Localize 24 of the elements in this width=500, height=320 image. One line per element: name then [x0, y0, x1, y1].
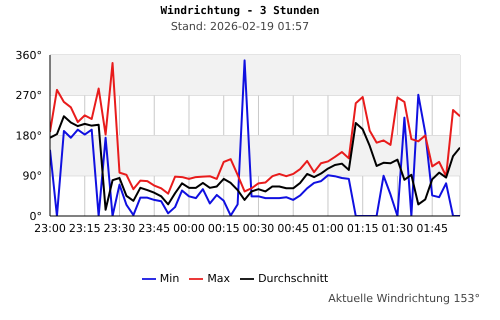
x-tick-label: 23:15: [68, 222, 101, 235]
legend-label: Min: [160, 272, 180, 286]
x-tick-label: 23:30: [104, 222, 136, 235]
y-tick-label: 90°: [22, 170, 42, 183]
x-tick-label: 00:15: [208, 222, 240, 235]
legend-label: Max: [207, 272, 230, 286]
chart-subtitle: Stand: 2026-02-19 01:57: [170, 20, 310, 33]
y-tick-label: 0°: [30, 210, 42, 223]
x-tick-label: 01:15: [346, 222, 379, 235]
chart-title: Windrichtung - 3 Stunden: [160, 4, 320, 17]
y-tick-label: 360°: [16, 48, 42, 62]
legend-label: Durchschnitt: [258, 272, 328, 286]
x-tick-label: 23:45: [138, 222, 170, 235]
x-tick-label: 23:00: [34, 222, 66, 235]
y-tick-label: 270°: [16, 89, 42, 102]
x-tick-label: 00:00: [173, 222, 205, 235]
x-tick-label: 01:30: [382, 222, 414, 235]
x-tick-label: 01:00: [312, 222, 344, 235]
line-series: [50, 62, 460, 195]
x-tick-label: 01:45: [416, 222, 448, 235]
y-tick-label: 180°: [16, 129, 42, 142]
x-tick-label: 00:30: [242, 222, 274, 235]
x-tick-label: 00:45: [277, 222, 310, 235]
text: Aktuelle Windrichtung 153°: [328, 292, 480, 305]
